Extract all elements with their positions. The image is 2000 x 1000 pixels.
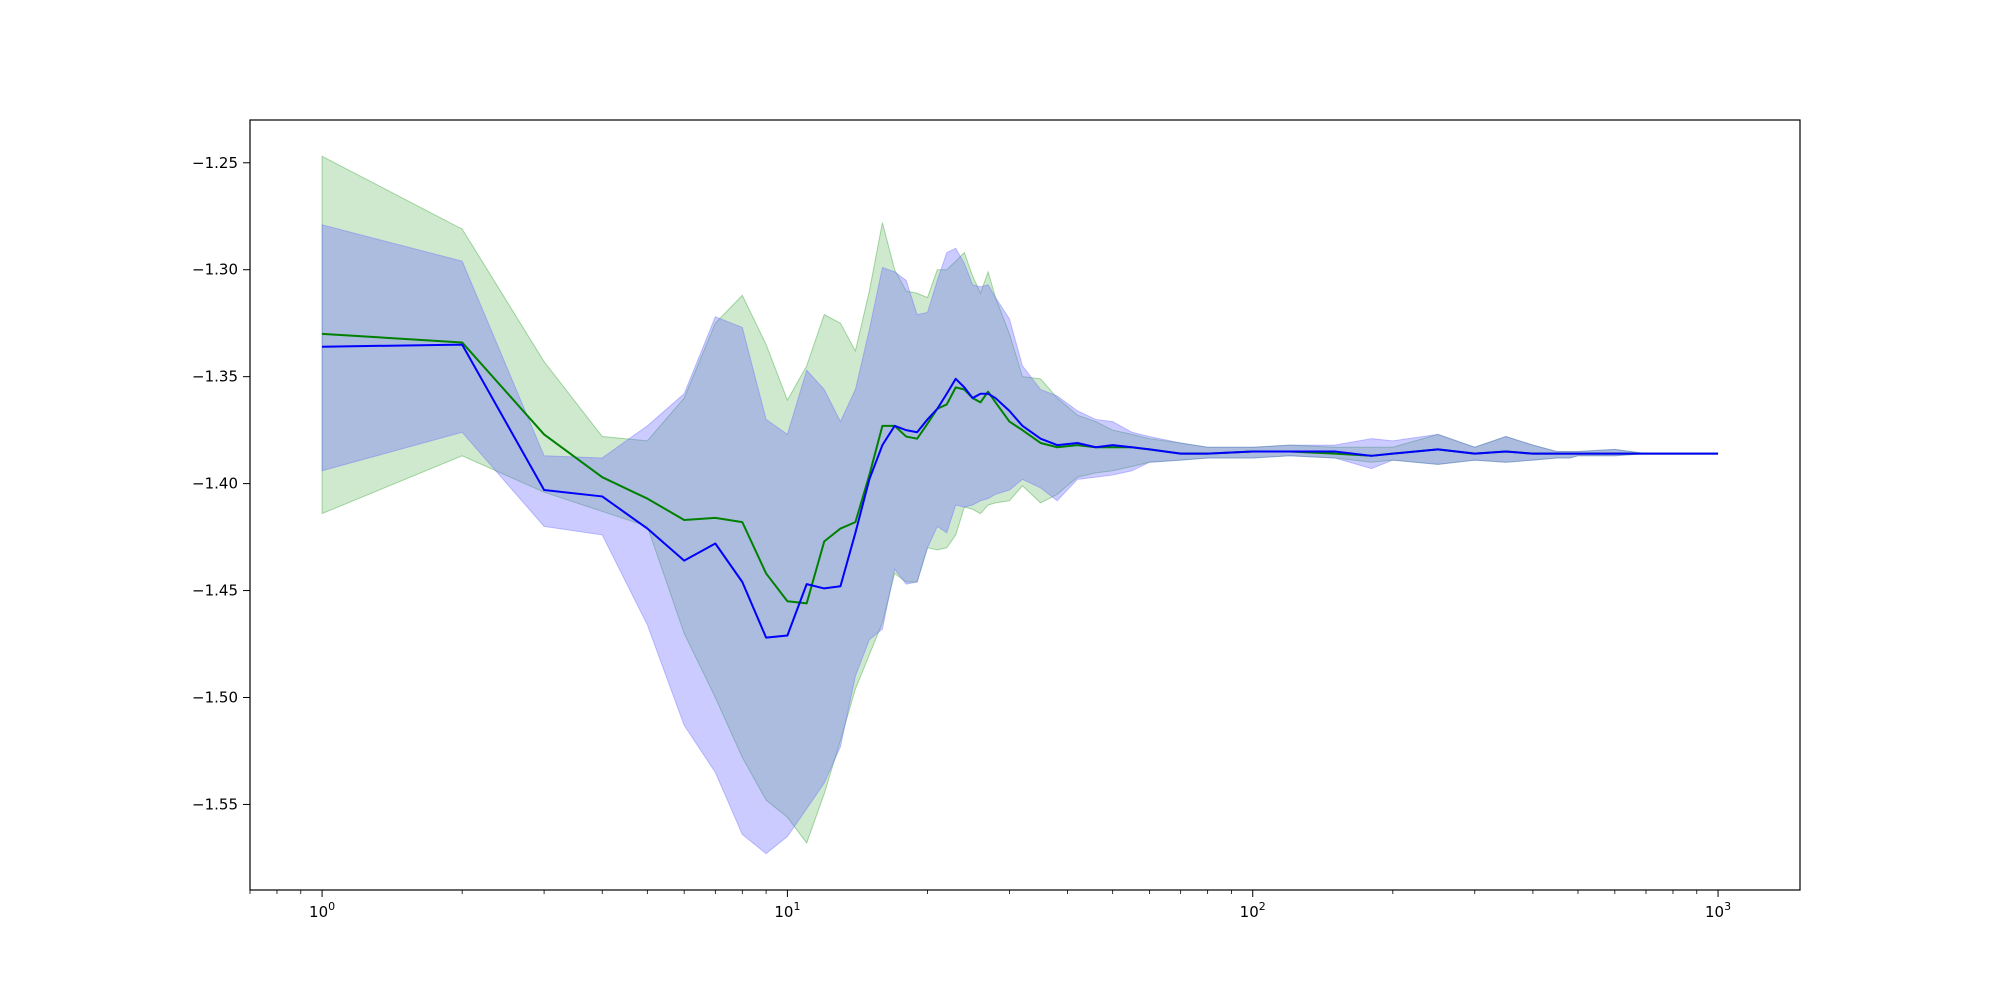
y-tick-label: −1.30: [192, 261, 238, 279]
x-tick-label: 101: [774, 900, 800, 921]
series-lines: [322, 332, 1719, 639]
y-tick-label: −1.55: [192, 795, 238, 813]
y-axis-ticks: −1.25 −1.30 −1.35 −1.40 −1.45 −1.50 −1.55: [192, 154, 250, 813]
series-2-line: [322, 343, 1719, 639]
x-tick-label: 103: [1705, 900, 1731, 921]
x-tick-label: 100: [309, 900, 335, 921]
y-tick-label: −1.40: [192, 475, 238, 493]
plot-frame: [249, 119, 1801, 891]
y-tick-label: −1.50: [192, 689, 238, 707]
y-tick-label: −1.35: [192, 368, 238, 386]
y-tick-label: −1.45: [192, 582, 238, 600]
x-axis-ticks: 100 101 102 103: [249, 890, 1731, 921]
x-tick-label: 102: [1240, 900, 1266, 921]
y-tick-label: −1.25: [192, 154, 238, 172]
